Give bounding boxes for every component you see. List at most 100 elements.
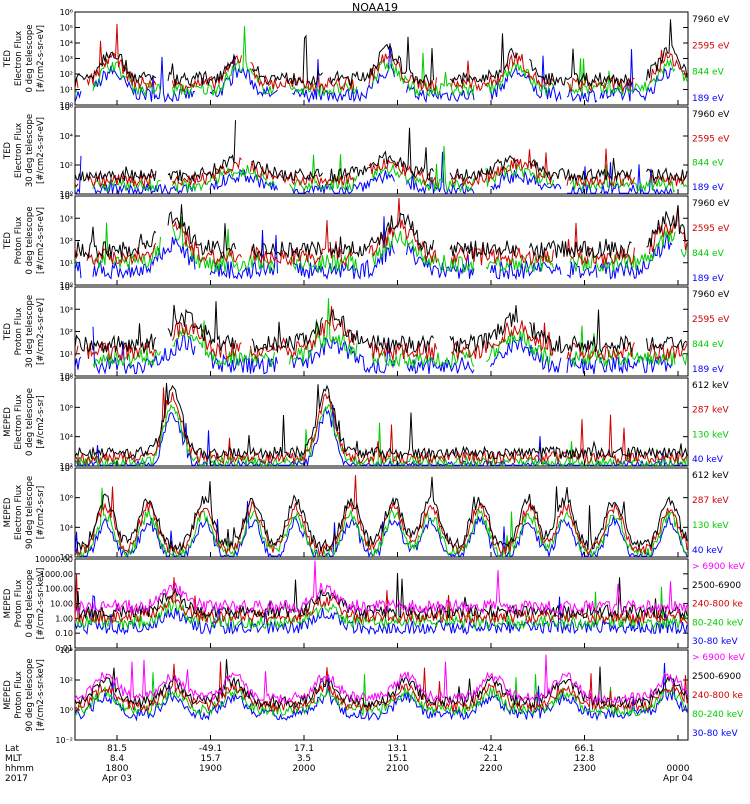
y-tick-label: 10⁴ [60, 192, 73, 201]
series-line [74, 23, 688, 93]
x-tick-label: 2000 [293, 764, 316, 774]
legend-entry: 240-800 ke [692, 691, 743, 701]
x-tick-label: 17.1 [294, 744, 314, 754]
series-line [74, 586, 688, 631]
legend-entry: 612 keV [692, 471, 729, 481]
y-axis-label: TED [3, 231, 13, 250]
legend-entry: 287 keV [692, 406, 729, 416]
y-tick-label: 10² [60, 553, 73, 562]
y-tick-label: 10³ [60, 214, 73, 223]
panel-4-frame [74, 286, 689, 377]
y-tick-label: 0.01 [55, 644, 73, 653]
panel-5-frame [74, 377, 689, 467]
y-tick-label: 10⁰ [60, 372, 73, 381]
x-tick-label: 1800 [106, 764, 129, 774]
x-tick-label: 2300 [573, 764, 596, 774]
legend-entry: 612 keV [692, 381, 729, 391]
series-line [74, 148, 687, 188]
panel-2-frame [74, 106, 689, 195]
legend-entry: 2500-6900 [692, 581, 741, 591]
legend-entry: 80-240 keV [692, 710, 744, 720]
y-tick-label: 10⁰ [60, 190, 73, 199]
x-tick-label: 2.1 [484, 754, 498, 764]
legend-entry: 7960 eV [692, 110, 730, 120]
legend-entry: 189 eV [692, 94, 725, 104]
legend-entry: 130 keV [692, 430, 729, 440]
legend-entry: > 6900 keV [692, 562, 746, 572]
x-tick-label: -42.4 [479, 744, 503, 754]
legend-entry: 80-240 keV [692, 618, 744, 628]
legend-entry: 189 eV [692, 274, 725, 284]
y-axis-label: TED [3, 49, 13, 68]
y-axis-label: Electron Flux [14, 485, 24, 540]
y-tick-label: 10⁸ [60, 374, 73, 383]
y-tick-label: 10³ [60, 55, 73, 64]
y-tick-label: 10³ [60, 305, 73, 314]
x-row-label: Lat [5, 744, 20, 754]
y-tick-label: 10⁻² [55, 736, 73, 745]
legend-entry: 7960 eV [692, 15, 730, 25]
y-tick-label: 10⁸ [60, 464, 73, 473]
legend-entry: 240-800 ke [692, 600, 743, 610]
y-axis-label: [#/cm2-s-sr-keV] [36, 568, 46, 640]
y-tick-label: 10⁴ [60, 433, 73, 442]
legend-entry: 40 keV [692, 455, 724, 465]
y-axis-label: [#/cm2-s-sr] [36, 395, 46, 448]
y-axis-label: 30 deg telescope [25, 114, 35, 187]
y-axis-label: 0 deg telescope [25, 570, 35, 638]
y-tick-label: 100.00 [45, 585, 73, 594]
legend-entry: 30-80 keV [692, 729, 738, 739]
y-tick-label: 10² [60, 161, 73, 170]
y-tick-label: 10⁰ [60, 706, 73, 715]
series-line [74, 672, 688, 718]
x-tick-label: 8.4 [110, 754, 125, 764]
series-line [74, 382, 688, 461]
y-axis-label: [#/cm2-s-sr-eV] [36, 298, 46, 365]
y-tick-label: 10² [60, 462, 73, 471]
y-axis-label: Proton Flux [14, 217, 24, 265]
legend-entry: 287 keV [692, 496, 729, 506]
y-axis-label: 0 deg telescope [25, 207, 35, 275]
y-tick-label: 10⁴ [60, 283, 73, 292]
y-axis-label: Electron Flux [14, 394, 24, 449]
y-axis-label: Electron Flux [14, 123, 24, 178]
x-row-label: hhmm [5, 764, 34, 774]
x-tick-label: 12.8 [574, 754, 594, 764]
y-axis-label: 90 deg telescope [25, 476, 35, 549]
y-axis-label: 0 deg telescope [25, 388, 35, 456]
legend-entry: > 6900 keV [692, 653, 746, 663]
y-axis-label: Proton Flux [14, 671, 24, 719]
legend-entry: 7960 eV [692, 199, 730, 209]
y-tick-label: 10² [60, 328, 73, 337]
y-tick-label: 10² [60, 237, 73, 246]
series-line [74, 298, 688, 369]
y-axis-label: 90 deg telescope [25, 658, 35, 731]
x-tick-label: 3.5 [297, 754, 311, 764]
legend-entry: 2595 eV [692, 224, 730, 234]
y-tick-label: 10¹ [60, 259, 73, 268]
legend-entry: 189 eV [692, 183, 725, 193]
series-line [74, 654, 688, 705]
x-tick-label: 2200 [480, 764, 503, 774]
x-tick-label: 15.1 [387, 754, 407, 764]
series-line [74, 306, 688, 361]
y-tick-label: 10⁶ [60, 494, 73, 503]
y-tick-label: 10⁶ [60, 103, 73, 112]
series-line [74, 501, 688, 559]
y-axis-label: [#/cm2-s-sr-eV] [36, 25, 46, 92]
legend-entry: 844 eV [692, 340, 725, 350]
y-axis-label: Proton Flux [14, 580, 24, 628]
series-line [74, 573, 688, 626]
legend-entry: 40 keV [692, 546, 724, 556]
series-line [74, 145, 688, 194]
y-axis-label: MEPED [3, 588, 13, 618]
y-tick-label: 10⁰ [60, 281, 73, 290]
x-tick-label: Apr 03 [102, 774, 132, 784]
y-axis-label: TED [3, 141, 13, 160]
y-tick-label: 10² [60, 70, 73, 79]
series-line [74, 560, 688, 615]
y-axis-label: [#/cm2-s-sr-eV] [36, 117, 46, 184]
legend-entry: 2595 eV [692, 315, 730, 325]
y-tick-label: 10⁴ [60, 39, 73, 48]
